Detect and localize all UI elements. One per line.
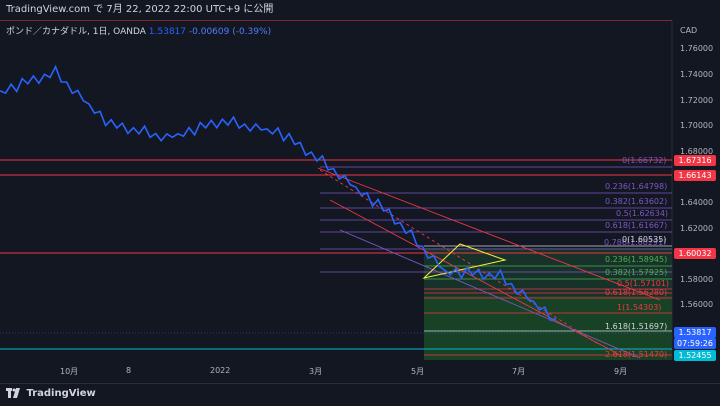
y-tick: 1.68000 — [680, 147, 714, 156]
x-tick: 5月 — [411, 367, 425, 376]
price-tag-2: 1.66143 — [674, 170, 716, 181]
x-tick: 8 — [126, 366, 132, 375]
target-zone — [424, 248, 672, 360]
y-tick: 1.62000 — [680, 224, 714, 233]
price-tag-support: 1.52455 — [674, 350, 716, 361]
y-tick: 1.64000 — [680, 198, 714, 207]
x-tick: 7月 — [512, 367, 526, 376]
price-series-line — [0, 64, 557, 322]
fib-label: 0.5(1.62634) — [616, 209, 669, 218]
fib-label: 0.786(1.60291) — [604, 238, 667, 247]
y-tick: 1.70000 — [680, 121, 714, 130]
fib-label: 0.5(1.57101) — [617, 279, 670, 288]
countdown-tag: 07:59:26 — [674, 338, 716, 349]
fib-label: 0.618(1.61667) — [605, 221, 668, 230]
publish-bar: TradingView.com で 7月 22, 2022 22:00 UTC+… — [0, 0, 720, 20]
fib-label: 2.618(1.51470) — [605, 350, 668, 359]
axis-currency: CAD — [680, 26, 698, 35]
brand-name: TradingView — [26, 388, 96, 399]
y-tick: 1.56000 — [680, 300, 714, 309]
price-tag-current: 1.53817 — [674, 327, 716, 338]
tradingview-logo[interactable]: TradingView — [6, 388, 96, 399]
fib-label: 0.382(1.63602) — [605, 197, 668, 206]
tradingview-logo-icon — [6, 388, 20, 398]
fib-label: 1(1.54303) — [617, 303, 662, 312]
y-tick: 1.72000 — [680, 96, 714, 105]
x-tick: 9月 — [614, 367, 628, 376]
y-tick: 1.76000 — [680, 44, 714, 53]
footer-bar: TradingView — [0, 383, 720, 406]
fib-label: 0.236(1.64798) — [605, 182, 668, 191]
y-tick: 1.58000 — [680, 275, 714, 284]
fib-label: 0(1.66732) — [622, 156, 667, 165]
chart-legend[interactable]: ポンド／カナダドル, 1日, OANDA 1.53817 -0.00609 (-… — [6, 24, 271, 37]
fib-label: 0.236(1.58945) — [605, 255, 668, 264]
price-tag-1: 1.67316 — [674, 155, 716, 166]
x-tick: 3月 — [309, 367, 323, 376]
x-tick: 2022 — [210, 366, 231, 375]
fib-label: 1.618(1.51697) — [605, 322, 668, 331]
fib-label: 0.618(1.56280) — [605, 288, 668, 297]
last-price: 1.53817 — [148, 27, 187, 37]
symbol-name[interactable]: ポンド／カナダドル, 1日, OANDA — [6, 27, 146, 37]
y-tick: 1.74000 — [680, 70, 714, 79]
publish-info: TradingView.com で 7月 22, 2022 22:00 UTC+… — [6, 4, 274, 15]
descending-channel — [317, 167, 661, 359]
x-tick: 10月 — [60, 367, 79, 376]
price-tag-3: 1.60032 — [674, 248, 716, 259]
price-change: -0.00609 (-0.39%) — [188, 27, 272, 37]
fib-label: 0.382(1.57925) — [605, 268, 668, 277]
triangle-pattern — [422, 243, 507, 279]
fib-label: 0(1.60535) — [622, 235, 667, 244]
